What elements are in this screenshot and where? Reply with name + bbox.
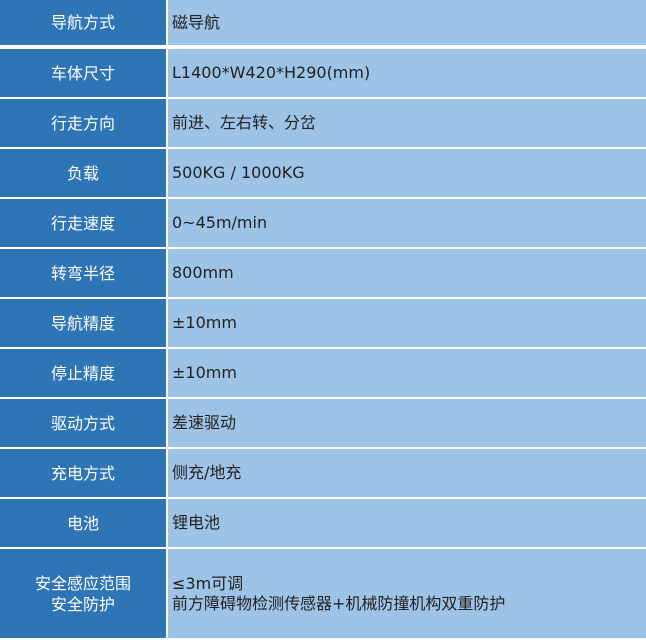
spec-label: 充电方式 [0, 449, 166, 497]
spec-label-safety: 安全感应范围 安全防护 [0, 549, 166, 638]
spec-value: 侧充/地充 [168, 449, 646, 497]
spec-label: 负载 [0, 149, 166, 197]
safety-range-label: 安全感应范围 [34, 573, 131, 593]
spec-label: 电池 [0, 499, 166, 547]
spec-value: ±10mm [168, 349, 646, 397]
spec-value: 0~45m/min [168, 199, 646, 247]
spec-value: 500KG / 1000KG [168, 149, 646, 197]
spec-value-safety: ≤3m可调 前方障碍物检测传感器+机械防撞机构双重防护 [168, 549, 646, 638]
safety-protection-label: 安全防护 [50, 594, 115, 614]
spec-label: 驱动方式 [0, 399, 166, 447]
spec-label: 导航精度 [0, 299, 166, 347]
safety-range-value: ≤3m可调 [172, 573, 244, 593]
spec-value: 锂电池 [168, 499, 646, 547]
spec-label: 行走方向 [0, 99, 166, 147]
spec-value: 磁导航 [168, 0, 646, 45]
spec-label: 导航方式 [0, 0, 166, 45]
spec-value: 差速驱动 [168, 399, 646, 447]
spec-label: 行走速度 [0, 199, 166, 247]
spec-value: 前进、左右转、分岔 [168, 99, 646, 147]
spec-value: 800mm [168, 249, 646, 297]
safety-protection-value: 前方障碍物检测传感器+机械防撞机构双重防护 [172, 593, 506, 613]
spec-label: 转弯半径 [0, 249, 166, 297]
spec-label: 车体尺寸 [0, 49, 166, 97]
spec-value: L1400*W420*H290(mm) [168, 49, 646, 97]
spec-value: ±10mm [168, 299, 646, 347]
spec-label: 停止精度 [0, 349, 166, 397]
